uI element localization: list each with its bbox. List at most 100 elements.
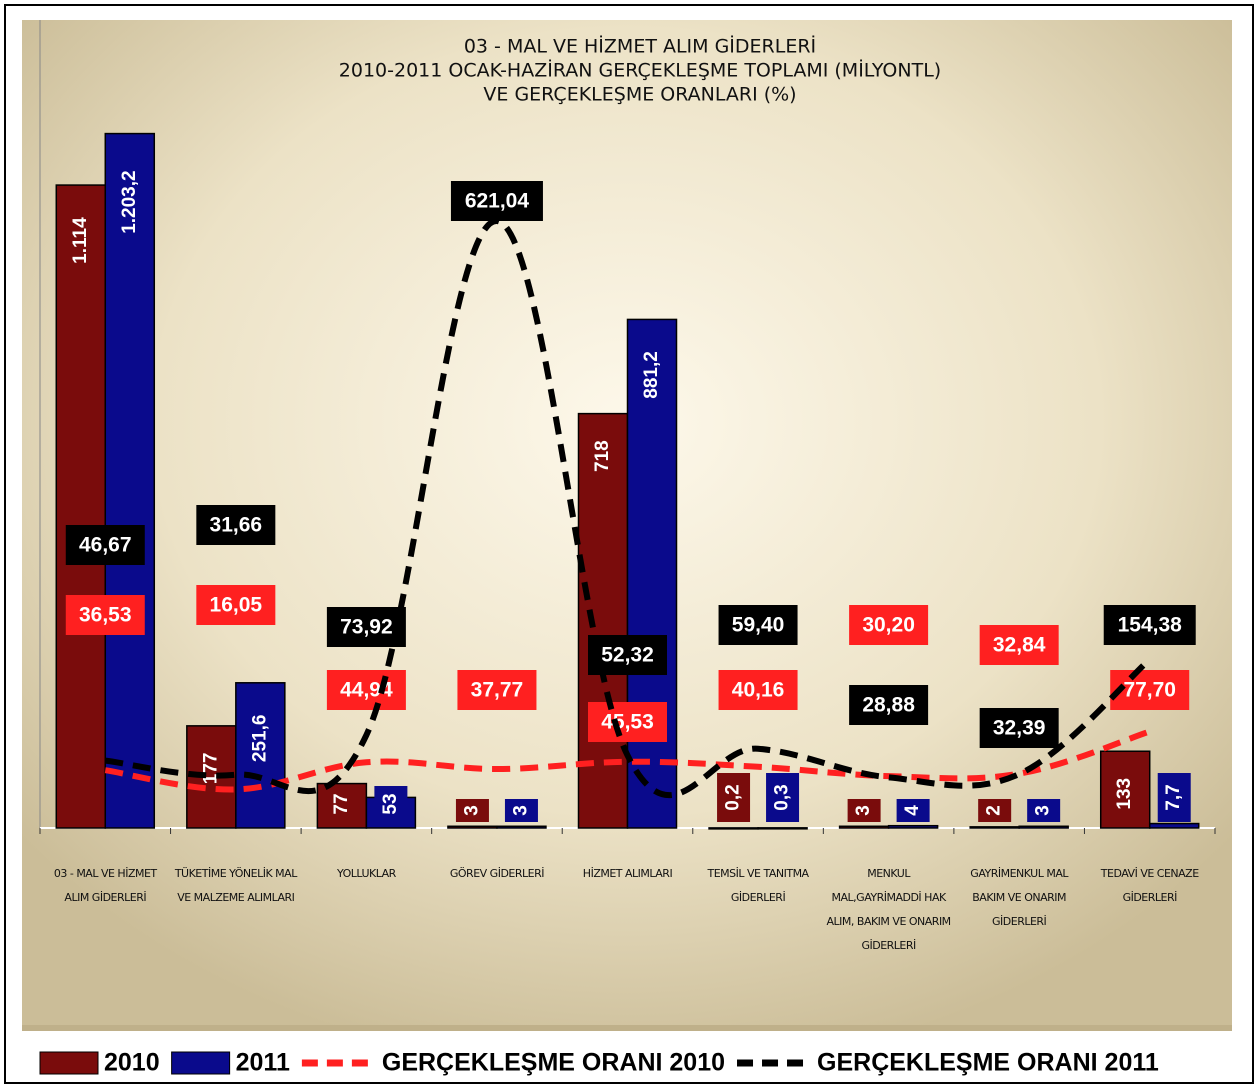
value-label: 718 bbox=[592, 440, 613, 472]
bar bbox=[887, 824, 939, 829]
value-label-background bbox=[455, 799, 489, 822]
value-label-background bbox=[718, 670, 798, 710]
chart-title: 2010-2011 OCAK-HAZİRAN GERÇEKLEŞME TOPLA… bbox=[339, 59, 941, 82]
value-label: 177 bbox=[200, 752, 221, 784]
bar bbox=[235, 682, 286, 829]
value-label: 31,66 bbox=[210, 514, 263, 537]
bar bbox=[1148, 822, 1200, 829]
line bbox=[104, 218, 1152, 798]
value-label-background bbox=[65, 525, 145, 565]
legend-label: GERÇEKLEŞME ORANI 2011 bbox=[817, 1049, 1159, 1077]
value-label: 881,2 bbox=[641, 351, 662, 399]
x-tick-label: GAYRİMENKUL MAL BAKIM VE ONARIM GİDERLER… bbox=[970, 867, 1069, 928]
value-label: 53 bbox=[380, 793, 401, 814]
bar bbox=[496, 825, 547, 829]
value-label: 46,67 bbox=[79, 534, 132, 557]
chart-title: VE GERÇEKLEŞME ORANLARI (%) bbox=[483, 84, 796, 106]
value-label: 37,77 bbox=[471, 679, 524, 702]
bar bbox=[1099, 750, 1151, 829]
value-label-background bbox=[196, 585, 276, 625]
value-label: 44,94 bbox=[340, 679, 393, 702]
value-label: 77,70 bbox=[1123, 679, 1176, 702]
value-label: 7,7 bbox=[1163, 784, 1184, 810]
x-tick-label: GÖREV GİDERLERİ bbox=[449, 867, 545, 880]
value-label-background bbox=[847, 799, 881, 822]
legend-label: 2010 bbox=[104, 1049, 160, 1077]
value-label: 3 bbox=[510, 805, 531, 816]
value-label: 73,92 bbox=[340, 616, 393, 639]
bar bbox=[757, 827, 808, 830]
value-label-background bbox=[457, 670, 537, 710]
value-label: 154,38 bbox=[1118, 614, 1183, 637]
value-label-background bbox=[979, 625, 1059, 665]
value-label-background bbox=[65, 595, 145, 635]
value-label: 0,3 bbox=[772, 784, 793, 810]
legend-label: GERÇEKLEŞME ORANI 2010 bbox=[382, 1049, 725, 1077]
value-label: 52,32 bbox=[601, 644, 654, 667]
bar bbox=[969, 826, 1020, 829]
value-label-background bbox=[504, 799, 538, 822]
value-label-background bbox=[766, 773, 800, 822]
x-tick-label: 03 - MAL VE HİZMET ALIM GİDERLERİ bbox=[53, 867, 157, 904]
value-label: 0,2 bbox=[723, 784, 744, 810]
value-label-background bbox=[978, 799, 1012, 822]
value-label: 251,6 bbox=[249, 715, 270, 763]
x-tick-label: YOLLUKLAR bbox=[336, 867, 396, 880]
value-label-background bbox=[1157, 773, 1191, 822]
legend-label: 2011 bbox=[236, 1049, 290, 1077]
value-label: 3 bbox=[853, 805, 874, 816]
value-label-background bbox=[588, 635, 667, 675]
value-label-background bbox=[717, 773, 751, 822]
value-label: 28,88 bbox=[862, 694, 915, 717]
value-label: 59,40 bbox=[732, 614, 785, 637]
value-label: 1.203,2 bbox=[119, 170, 140, 233]
value-label: 2 bbox=[984, 805, 1005, 816]
value-label-background bbox=[588, 702, 667, 742]
value-label: 3 bbox=[461, 805, 482, 816]
value-label: 45,53 bbox=[601, 711, 654, 734]
x-tick-label: TEMSİL VE TANITMA GİDERLERİ bbox=[707, 867, 810, 904]
x-tick-label: MENKUL MAL,GAYRİMADDİ HAK ALIM, BAKIM VE… bbox=[826, 867, 952, 952]
bar bbox=[1018, 825, 1069, 829]
bar bbox=[838, 825, 890, 829]
value-label-background bbox=[1103, 605, 1196, 645]
value-label: 1.114 bbox=[70, 217, 91, 264]
value-label: 3 bbox=[1033, 805, 1054, 816]
value-label: 133 bbox=[1114, 778, 1135, 810]
legend-swatch bbox=[171, 1051, 231, 1075]
value-label: 32,39 bbox=[993, 717, 1046, 740]
value-label: 77 bbox=[331, 793, 352, 814]
value-label: 30,20 bbox=[862, 614, 915, 637]
value-label: 36,53 bbox=[79, 604, 132, 627]
legend-separator bbox=[22, 1025, 1232, 1031]
value-label-background bbox=[849, 685, 929, 725]
x-tick-label: HİZMET ALIMLARI bbox=[582, 867, 673, 880]
x-tick-label: TEDAVİ VE CENAZE GİDERLERİ bbox=[1100, 867, 1199, 904]
value-label: 32,84 bbox=[993, 634, 1046, 657]
bar bbox=[708, 827, 759, 830]
legend-swatch bbox=[39, 1051, 99, 1075]
value-label-background bbox=[325, 786, 359, 822]
value-label-background bbox=[326, 670, 406, 710]
value-label: 4 bbox=[902, 805, 923, 816]
value-label-background bbox=[450, 181, 543, 221]
value-label-background bbox=[979, 708, 1059, 748]
value-label-background bbox=[896, 799, 930, 822]
value-label-background bbox=[849, 605, 929, 645]
value-label-background bbox=[1027, 799, 1061, 822]
x-tick-label: TÜKETİME YÖNELİK MAL VE MALZEME ALIMLARI bbox=[174, 867, 298, 904]
chart-title: 03 - MAL VE HİZMET ALIM GİDERLERİ bbox=[464, 35, 816, 58]
bar bbox=[104, 132, 156, 829]
bar bbox=[626, 318, 678, 829]
value-label-background bbox=[374, 786, 408, 822]
value-label: 16,05 bbox=[210, 594, 263, 617]
value-label: 621,04 bbox=[465, 190, 530, 213]
bar bbox=[55, 184, 107, 829]
value-label: 40,16 bbox=[732, 679, 785, 702]
value-label-background bbox=[196, 505, 276, 545]
bar bbox=[447, 825, 498, 829]
value-label-background bbox=[326, 607, 406, 647]
value-label-background bbox=[718, 605, 798, 645]
